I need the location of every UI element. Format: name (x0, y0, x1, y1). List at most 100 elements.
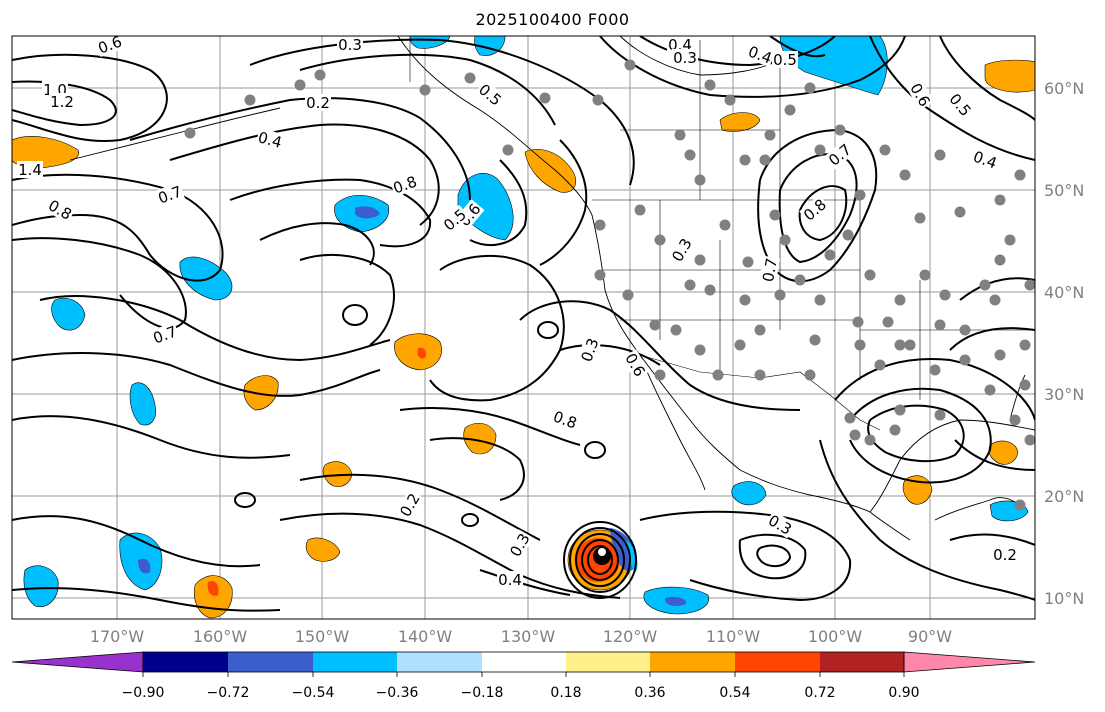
station-dot (899, 169, 911, 181)
longitude-tick-label: 120°W (603, 627, 658, 646)
contour-label-background (497, 571, 523, 588)
station-dot (712, 369, 724, 381)
colorbar-segment (143, 652, 228, 672)
colorbar-segment (650, 652, 735, 672)
station-dot (1019, 379, 1031, 391)
colorbar-upper-extension (903, 651, 1036, 673)
contour-label-background (667, 36, 693, 53)
contour-lines (12, 36, 1035, 612)
political-borders (409, 36, 1035, 431)
station-dot (814, 144, 826, 156)
gridlines (12, 36, 1035, 619)
map-plot-area (12, 36, 1035, 619)
longitude-tick-label: 150°W (295, 627, 350, 646)
station-dot (824, 249, 836, 261)
colorbar-tick-label: −0.90 (122, 685, 165, 701)
station-dot (939, 289, 951, 301)
contour-label-background (758, 255, 781, 285)
longitude-tick-label: 100°W (808, 627, 863, 646)
station-dot (864, 269, 876, 281)
longitude-tick-labels: 170°W 160°W 150°W 140°W 130°W 120°W 110°W 100°W… (90, 627, 952, 646)
station-dot (989, 294, 1001, 306)
station-dot (879, 144, 891, 156)
contour-label-background (945, 89, 976, 121)
contour-label-background (667, 234, 696, 266)
colorbar-tick-label: 0.18 (550, 685, 581, 701)
station-dot (622, 289, 634, 301)
station-dot (594, 269, 606, 281)
station-dot (754, 324, 766, 336)
station-dot (934, 149, 946, 161)
station-dot (684, 279, 696, 291)
station-dot (814, 294, 826, 306)
colorbar-tick-label: −0.18 (461, 685, 504, 701)
colorbar-segment (313, 652, 397, 672)
contour-label: 1.4 (18, 161, 42, 179)
station-dot (854, 189, 866, 201)
station-dot (809, 334, 821, 346)
station-dot (704, 79, 716, 91)
station-dot (774, 289, 786, 301)
station-dot (244, 94, 256, 106)
contour-label: 0.4 (498, 571, 522, 589)
station-dot (1019, 339, 1031, 351)
us-mexico-border (639, 354, 881, 431)
orange-patch-hudson (719, 112, 761, 132)
station-dot (742, 256, 754, 268)
station-dot (719, 219, 731, 231)
latitude-tick-label: 10°N (1044, 589, 1084, 608)
station-dot (934, 319, 946, 331)
colorbar-tick-label: 0.90 (888, 685, 919, 701)
station-dot (919, 269, 931, 281)
station-dot (759, 154, 771, 166)
longitude-tick-label: 160°W (193, 627, 248, 646)
station-dot (894, 404, 906, 416)
longitude-tick-label: 130°W (501, 627, 556, 646)
contour-label: 0.7 (759, 257, 781, 284)
contour-label-background (389, 172, 420, 197)
station-dot (834, 124, 846, 136)
orange-patch-baja (524, 149, 576, 193)
contour-label-background (44, 195, 76, 224)
orange-patch-subtropic-2 (243, 375, 279, 411)
station-dot (904, 339, 916, 351)
station-dot (502, 144, 514, 156)
colorbar-segment (397, 652, 482, 672)
colorbar-segment (482, 652, 566, 672)
station-dot (794, 274, 806, 286)
contour-label-background (395, 489, 424, 521)
blue-patch-gulf-alaska-core (355, 206, 380, 219)
station-dot (889, 424, 901, 436)
station-markers (184, 59, 1035, 511)
gulf-of-mexico-coast (869, 419, 1035, 513)
contour-label: 0.4 (256, 128, 284, 152)
contour-label-background (94, 36, 125, 57)
orange-patch-alberta (984, 59, 1035, 93)
contour-label-background (474, 79, 506, 110)
blue-patch-west-2 (129, 382, 156, 426)
longitude-tick-label: 140°W (398, 627, 453, 646)
longitude-tick-label: 170°W (90, 627, 145, 646)
contour-label-background (672, 49, 698, 66)
station-dot (844, 412, 856, 424)
station-dot (724, 94, 736, 106)
station-dot (464, 72, 476, 84)
station-dot (734, 339, 746, 351)
latitude-tick-labels: 60°N 50°N 40°N 30°N 20°N 10°N (1044, 79, 1084, 608)
station-dot (739, 294, 751, 306)
station-dot (804, 82, 816, 94)
contour-label-background (505, 529, 534, 561)
colorbar-tick-labels: −0.90 −0.72 −0.54 −0.36 −0.18 0.18 0.36 0.54 0.7… (122, 672, 920, 701)
contour-label: 0.3 (338, 36, 362, 54)
colorbar-lower-extension (11, 651, 144, 673)
blue-patch-west-1 (51, 297, 86, 331)
station-dot (684, 149, 696, 161)
contour-label-background (49, 93, 75, 110)
contour-label-background (906, 79, 935, 111)
station-dot (994, 254, 1006, 266)
contour-label: 0.3 (673, 49, 697, 67)
colorbar-segment (820, 652, 904, 672)
station-dot (929, 364, 941, 376)
blue-patch-south-central-core (664, 596, 687, 606)
